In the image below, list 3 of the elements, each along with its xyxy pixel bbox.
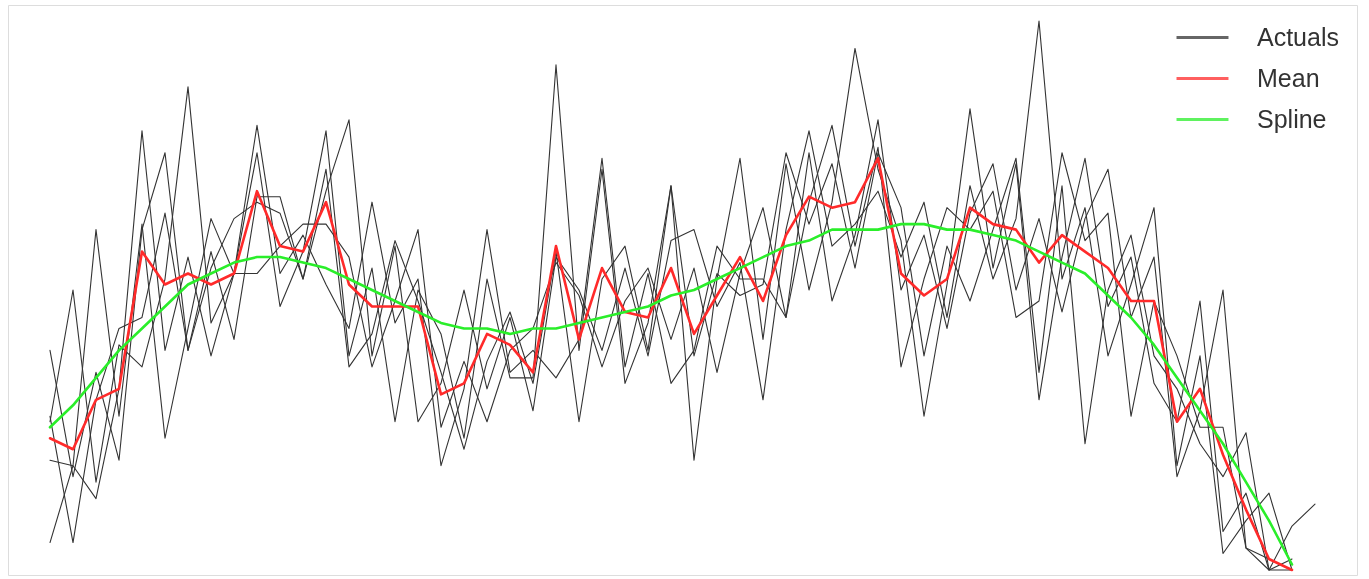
legend-label: Mean bbox=[1257, 63, 1320, 92]
legend-label: Spline bbox=[1257, 104, 1327, 133]
legend-label: Actuals bbox=[1257, 22, 1339, 51]
